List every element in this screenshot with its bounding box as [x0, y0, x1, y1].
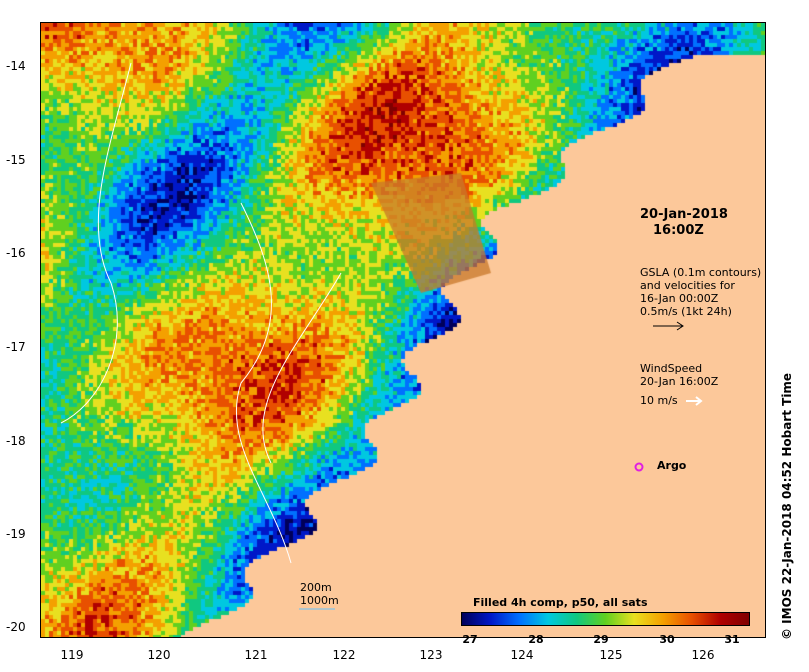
- sst-map: [40, 22, 766, 638]
- x-tick: 126: [691, 648, 715, 662]
- gsla-line: 16-Jan 00:00Z: [640, 292, 719, 305]
- x-tick: 125: [599, 648, 623, 662]
- depth-1000-label: 1000m: [300, 594, 339, 607]
- gsla-line: GSLA (0.1m contours): [640, 266, 762, 279]
- x-tick: 121: [244, 648, 268, 662]
- y-tick: -14: [6, 59, 26, 73]
- x-tick: 124: [510, 648, 534, 662]
- credit-text: © IMOS 22-Jan-2018 04:52 Hobart Time: [780, 372, 794, 640]
- y-tick: -16: [6, 246, 26, 260]
- gsla-line: and velocities for: [640, 279, 735, 292]
- depth-200-label: 200m: [300, 581, 332, 594]
- y-tick: -18: [6, 434, 26, 448]
- sst-heatmap: [41, 23, 765, 637]
- wind-line: 20-Jan 16:00Z: [640, 375, 719, 388]
- y-tick: -17: [6, 340, 26, 354]
- argo-marker: [634, 462, 644, 472]
- colorbar-tick: 31: [724, 633, 740, 646]
- argo-label: Argo: [657, 459, 687, 472]
- x-tick: 123: [419, 648, 443, 662]
- y-tick: -19: [6, 527, 26, 541]
- wind-line: WindSpeed: [640, 362, 703, 375]
- arrow-glyph: [653, 321, 684, 331]
- wind-line: 10 m/s: [640, 394, 678, 407]
- gsla-label: GSLA (0.1m contours) and velocities for …: [640, 266, 761, 318]
- gsla-line: 0.5m/s (1kt 24h): [640, 305, 732, 318]
- gsla-contour: [60, 62, 132, 424]
- time-label: 16:00Z: [653, 223, 704, 238]
- colorbar-title: Filled 4h comp, p50, all sats: [473, 596, 648, 609]
- colorbar-tick: 27: [462, 633, 478, 646]
- x-tick: 119: [60, 648, 84, 662]
- colorbar-tick: 30: [659, 633, 675, 646]
- gsla-contour: [262, 272, 342, 464]
- wind-arrow-glyph: [686, 396, 703, 406]
- date-label: 20-Jan-2018: [640, 207, 728, 222]
- y-tick: -15: [6, 153, 26, 167]
- y-tick: -20: [6, 620, 26, 634]
- map-overlay: [60, 62, 703, 610]
- colorbar: [461, 612, 750, 626]
- x-tick: 120: [147, 648, 171, 662]
- wind-label: WindSpeed 20-Jan 16:00Z 10 m/s: [640, 362, 718, 407]
- x-tick: 122: [332, 648, 356, 662]
- colorbar-tick: 29: [593, 633, 609, 646]
- gsla-contour: [235, 202, 292, 564]
- colorbar-tick: 28: [528, 633, 544, 646]
